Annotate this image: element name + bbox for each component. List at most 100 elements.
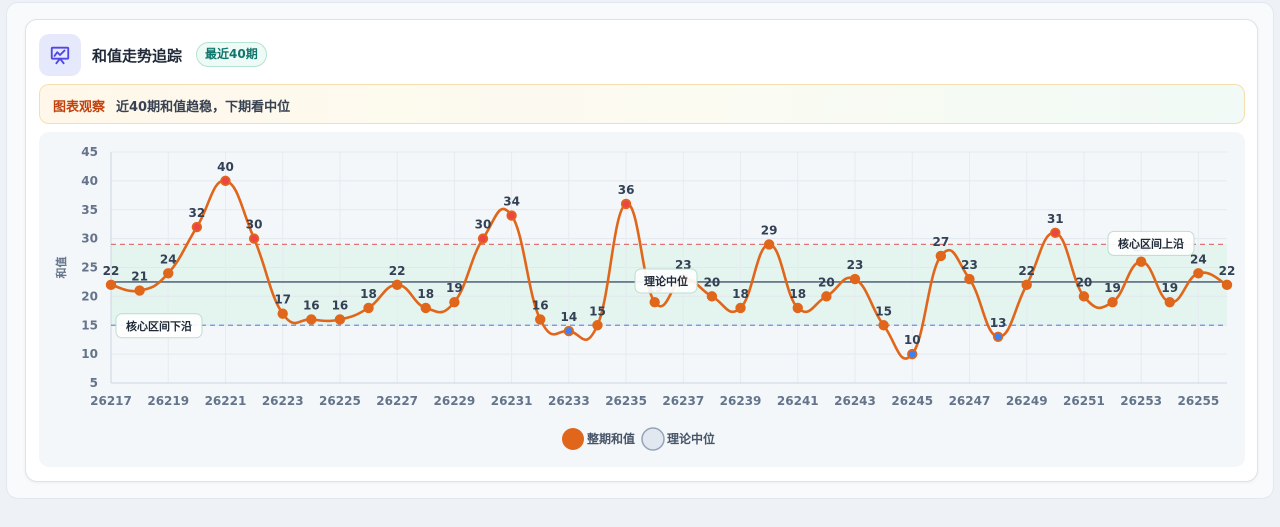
data-point <box>563 325 575 337</box>
x-tick-label: 26231 <box>491 394 533 408</box>
legend-label-series: 整期和值 <box>586 431 635 446</box>
y-tick-label: 15 <box>81 318 98 332</box>
data-label: 13 <box>990 316 1007 330</box>
data-point <box>964 273 975 285</box>
data-point <box>334 314 346 325</box>
data-label: 22 <box>1018 264 1035 278</box>
data-point <box>1078 291 1090 302</box>
data-point <box>1021 279 1032 291</box>
data-point <box>649 296 660 308</box>
x-tick-label: 26243 <box>834 394 876 408</box>
data-label: 10 <box>904 333 921 347</box>
data-point <box>477 233 489 244</box>
data-point <box>1107 296 1118 308</box>
data-label: 32 <box>188 206 205 220</box>
upper-bound-label-box <box>1107 230 1195 256</box>
data-label: 18 <box>789 287 806 301</box>
x-tick-label: 26253 <box>1120 394 1162 408</box>
observation-text: 近40期和值趋稳，下期看中位 <box>116 100 291 115</box>
y-tick-label: 45 <box>81 145 98 159</box>
x-tick-label: 26227 <box>376 394 418 408</box>
y-tick-label: 10 <box>81 347 98 361</box>
data-point <box>1135 256 1147 267</box>
data-point <box>992 331 1004 343</box>
data-point <box>878 320 889 331</box>
data-label: 16 <box>303 298 320 312</box>
x-tick-label: 26237 <box>662 394 704 408</box>
observation-banner: 图表观察 近40期和值趋稳，下期看中位 <box>39 84 1245 124</box>
data-point <box>277 308 288 319</box>
data-point <box>391 279 403 291</box>
x-tick-label: 26249 <box>1006 394 1048 408</box>
data-label: 18 <box>417 287 434 301</box>
data-label: 23 <box>961 258 978 272</box>
data-label: 27 <box>932 235 949 249</box>
data-point <box>420 302 431 314</box>
data-label: 22 <box>1219 264 1236 278</box>
data-label: 36 <box>618 183 635 197</box>
sum-trend-chart: 5 10 15 20 25 30 35 40 45 26217 26219 26221 26223 262… <box>54 145 1236 451</box>
data-label: 24 <box>1190 252 1207 266</box>
data-label: 15 <box>589 304 606 318</box>
data-point <box>821 291 832 302</box>
y-tick-label: 25 <box>81 261 98 275</box>
data-label: 14 <box>560 310 577 324</box>
data-label: 23 <box>847 258 864 272</box>
data-point <box>105 279 117 291</box>
y-tick-label: 20 <box>81 289 98 303</box>
data-label: 22 <box>389 264 406 278</box>
x-tick-label: 26241 <box>777 394 819 408</box>
data-point <box>535 314 546 325</box>
x-tick-label: 26217 <box>90 394 132 408</box>
data-label: 20 <box>818 275 835 289</box>
series-line <box>110 179 1228 360</box>
data-point <box>163 268 174 279</box>
data-point <box>620 198 632 210</box>
upper-bound-label: 核心区间上沿 <box>1118 236 1184 250</box>
x-tick-label: 26239 <box>720 394 762 408</box>
data-point <box>735 302 746 314</box>
data-point <box>1050 227 1061 239</box>
data-label: 31 <box>1047 212 1064 226</box>
data-point <box>363 302 374 314</box>
data-label: 19 <box>1104 281 1121 295</box>
data-point <box>449 296 460 308</box>
data-point <box>1221 279 1233 291</box>
y-tick-label: 5 <box>90 376 98 390</box>
data-point <box>506 210 517 221</box>
lower-bound-label: 核心区间下沿 <box>126 319 192 333</box>
data-label: 16 <box>532 298 549 312</box>
y-tick-label: 40 <box>81 174 98 188</box>
page-background: 和值走势追踪 最近40期 图表观察 近40期和值趋稳，下期看中位 5 10 15 20… <box>6 2 1274 499</box>
x-tick-label: 26221 <box>205 394 247 408</box>
data-point <box>306 314 317 325</box>
data-label: 18 <box>732 287 749 301</box>
data-point <box>134 285 145 296</box>
data-label: 29 <box>761 223 778 237</box>
x-tick-label: 26247 <box>949 394 991 408</box>
data-label: 24 <box>160 252 177 266</box>
data-label: 21 <box>131 270 148 284</box>
x-tick-label: 26219 <box>147 394 189 408</box>
data-point <box>1164 296 1175 308</box>
data-label: 19 <box>1161 281 1178 295</box>
data-label: 16 <box>332 298 349 312</box>
data-label: 22 <box>103 264 120 278</box>
median-label-box <box>634 268 698 294</box>
data-label: 15 <box>875 304 892 318</box>
x-tick-label: 26255 <box>1178 394 1220 408</box>
data-label: 18 <box>360 287 377 301</box>
x-tick-label: 26251 <box>1063 394 1105 408</box>
data-point <box>592 320 603 331</box>
lower-bound-label-box <box>115 313 203 339</box>
data-point <box>907 348 918 360</box>
data-label: 20 <box>1076 275 1093 289</box>
data-point <box>248 233 260 244</box>
chart-card: 和值走势追踪 最近40期 图表观察 近40期和值趋稳，下期看中位 5 10 15 20… <box>25 19 1258 482</box>
data-label: 30 <box>475 218 492 232</box>
presentation-chart-icon <box>39 34 81 76</box>
x-tick-label: 26225 <box>319 394 361 408</box>
legend-swatch-series <box>562 428 584 450</box>
x-tick-label: 26235 <box>605 394 647 408</box>
x-tick-label: 26233 <box>548 394 590 408</box>
